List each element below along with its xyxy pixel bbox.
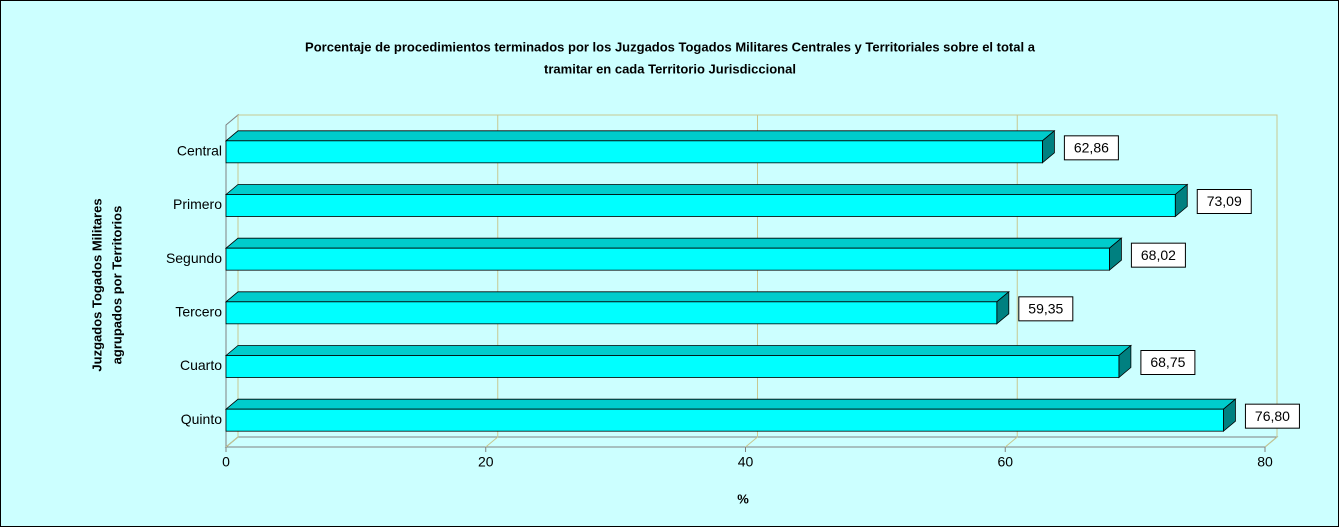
grid-line <box>745 115 758 448</box>
bar-top <box>224 345 1132 356</box>
grid-line <box>225 115 239 448</box>
y-tick-label: Tercero <box>175 304 222 320</box>
chart-title: tramitar en cada Territorio Jurisdiccion… <box>544 61 796 76</box>
value-label: 68,75 <box>1150 354 1185 370</box>
grid-line <box>1004 115 1018 448</box>
x-tick-label: 40 <box>738 454 754 470</box>
bar-top <box>224 130 1056 142</box>
grid-line <box>485 115 499 448</box>
x-tick-label: 0 <box>222 454 230 470</box>
y-tick-label: Quinto <box>181 411 222 427</box>
x-tick-label: 20 <box>478 454 494 470</box>
chart-title: Porcentaje de procedimientos terminados … <box>305 39 1036 54</box>
bar <box>225 355 1120 378</box>
y-axis-label-line: agrupados por Territorios <box>109 206 124 365</box>
y-axis-label-line: Juzgados Togados Militares <box>89 198 104 371</box>
value-label-box <box>1018 296 1074 322</box>
y-tick-label: Segundo <box>166 250 222 266</box>
value-label: 59,35 <box>1028 301 1063 317</box>
grid-line <box>1264 115 1278 448</box>
y-tick-label: Central <box>177 143 222 159</box>
y-tick-label: Primero <box>173 196 222 212</box>
y-axis-label: Juzgados Togados Militares agrupados por… <box>89 198 124 371</box>
bar-top <box>224 184 1189 195</box>
value-label: 73,09 <box>1207 193 1242 209</box>
bar <box>225 408 1224 432</box>
x-tick-label: 60 <box>997 454 1013 470</box>
x-axis-label: % <box>737 491 749 506</box>
value-label-box <box>1244 403 1300 429</box>
bar <box>225 301 998 325</box>
value-label-box <box>1130 242 1186 268</box>
bar <box>225 140 1043 164</box>
value-label-box <box>1196 189 1252 214</box>
y-tick-label: Cuarto <box>180 357 222 373</box>
value-label: 62,86 <box>1074 140 1109 156</box>
bar-top <box>224 398 1237 410</box>
bar-top <box>224 237 1123 249</box>
bar-top <box>224 291 1010 303</box>
value-label-box <box>1063 135 1119 161</box>
bar <box>225 194 1176 217</box>
value-label: 68,02 <box>1141 247 1176 263</box>
value-label-box <box>1140 350 1196 375</box>
x-tick-label: 80 <box>1257 454 1273 470</box>
value-label: 76,80 <box>1255 408 1290 424</box>
bar <box>225 247 1110 271</box>
